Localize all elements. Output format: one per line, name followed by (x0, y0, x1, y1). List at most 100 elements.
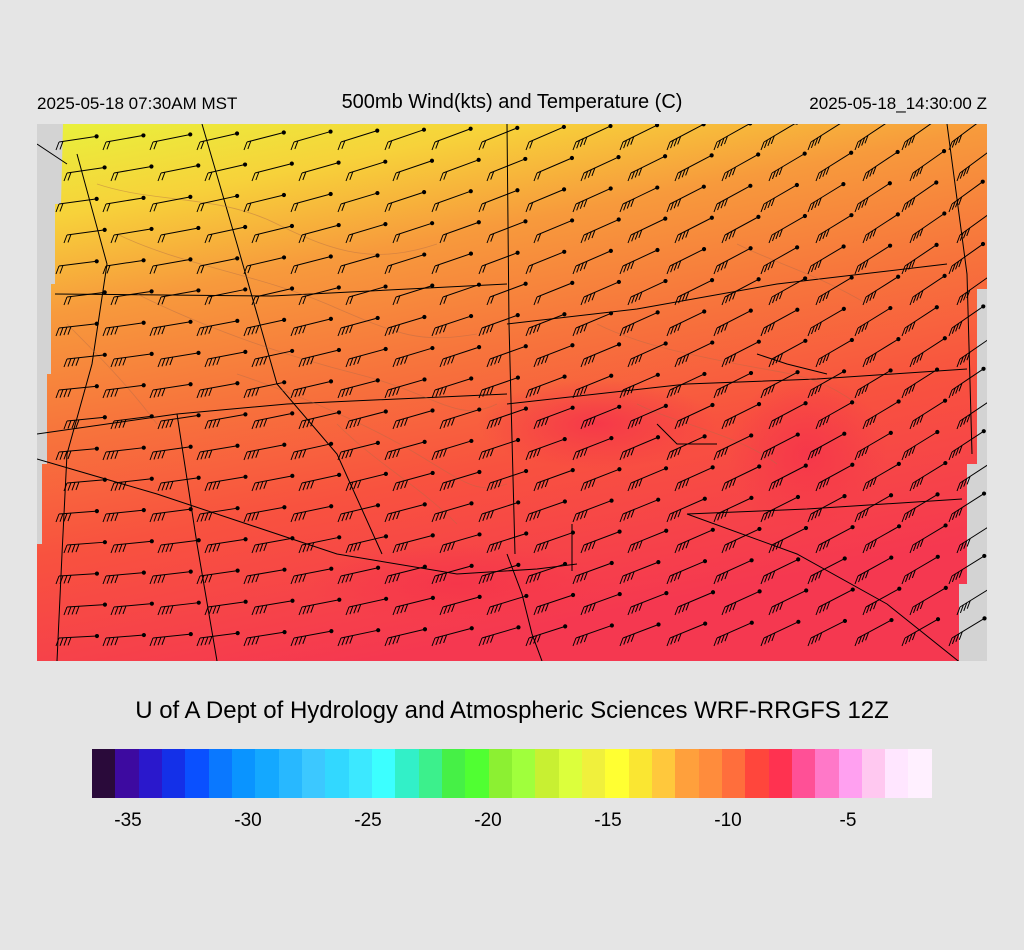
colorbar-swatch (395, 749, 419, 798)
wind-barb (909, 585, 948, 616)
colorbar-swatch (838, 749, 862, 798)
wind-barb (807, 182, 846, 213)
wind-barb (439, 594, 482, 616)
wind-barb (713, 124, 753, 151)
wind-barb (478, 313, 520, 337)
wind-barb (533, 343, 575, 368)
wind-barb (102, 570, 146, 585)
wind-barb (431, 376, 474, 399)
wind-barb (431, 189, 473, 213)
wind-barb (243, 505, 287, 523)
wind-barb (627, 154, 668, 182)
colorbar-swatch (371, 749, 396, 798)
wind-barb (862, 337, 901, 368)
wind-barb (486, 406, 529, 430)
wind-barb (674, 340, 715, 368)
wind-barb (55, 633, 100, 647)
wind-barb (251, 286, 295, 306)
warm-pocket-2 (727, 374, 887, 534)
wind-barb (862, 524, 902, 554)
wind-barb (768, 276, 808, 306)
wind-barb (384, 564, 427, 585)
wind-barb (392, 283, 435, 306)
wind-barb (204, 224, 248, 244)
wind-barb (572, 560, 614, 585)
wind-barb (721, 401, 762, 430)
wind-barb (760, 619, 801, 647)
wind-barb (63, 227, 107, 244)
colorbar-tick-label: -15 (594, 810, 622, 831)
wind-barb (63, 352, 107, 368)
wind-barb (807, 306, 846, 337)
colorbar-swatch (581, 749, 606, 798)
wind-barb (525, 249, 567, 275)
wind-barb (721, 277, 761, 306)
wind-barb (290, 566, 334, 585)
wind-barb (666, 621, 708, 647)
wind-barb (525, 436, 567, 461)
wind-barb (627, 466, 669, 492)
wind-barb (768, 463, 808, 492)
wind-barb (580, 279, 621, 306)
wind-barb (431, 438, 474, 461)
wind-barb (713, 558, 754, 585)
wind-barb (713, 308, 753, 337)
colorbar-swatch (465, 749, 489, 798)
wind-barb (196, 381, 240, 399)
wind-barb (157, 163, 201, 182)
wind-barb (721, 339, 761, 368)
colorbar-swatch (92, 749, 116, 798)
wind-barb (251, 536, 295, 554)
wind-barb (901, 242, 939, 275)
wind-barb (298, 597, 342, 616)
colorbar-swatch (558, 749, 582, 798)
colorbar-swatch (255, 749, 279, 798)
wind-barb (102, 508, 146, 523)
wind-barb (956, 402, 987, 430)
wind-barb (713, 620, 754, 647)
wind-barb (768, 525, 809, 554)
wind-barb (392, 595, 435, 616)
wind-barb (627, 216, 668, 244)
colorbar-swatch (605, 749, 629, 798)
colorbar-swatch (698, 749, 722, 798)
temperature-colorbar (92, 749, 932, 798)
wind-barb (666, 559, 708, 585)
wind-barb (337, 628, 381, 647)
colorbar-swatch (301, 749, 326, 798)
wind-barb (102, 133, 146, 151)
wind-barb (102, 632, 146, 647)
wind-barb (956, 152, 987, 182)
wind-barb (760, 370, 800, 399)
wind-barb (110, 226, 154, 244)
wind-barb (392, 470, 435, 492)
wind-barb (149, 319, 193, 337)
wind-barb (149, 569, 193, 585)
wind-barb (439, 407, 482, 430)
wind-barb (572, 436, 614, 461)
wind-barb (807, 124, 841, 151)
wind-barb (956, 214, 987, 244)
wind-barb (533, 218, 575, 244)
colorbar-tick-label: -35 (114, 810, 142, 831)
wind-barb (55, 196, 99, 213)
wind-barb (204, 412, 248, 430)
wind-barb (768, 338, 808, 368)
wind-barb (298, 347, 342, 368)
wind-barb (572, 311, 614, 337)
wind-barb (815, 213, 854, 244)
wind-barb (337, 378, 380, 399)
wind-barb (384, 377, 427, 399)
wind-barb (384, 127, 427, 151)
wind-barb (196, 131, 240, 151)
wind-barb (337, 190, 380, 213)
wind-barb (862, 399, 901, 430)
wind-barb (627, 403, 668, 430)
colorbar-tick-label: -10 (714, 810, 742, 831)
wind-barb (55, 321, 99, 337)
wind-barb (337, 565, 381, 585)
wind-barb (345, 284, 388, 306)
wind-barb (251, 473, 295, 492)
wind-barb (345, 409, 388, 430)
wind-barb (619, 185, 660, 213)
